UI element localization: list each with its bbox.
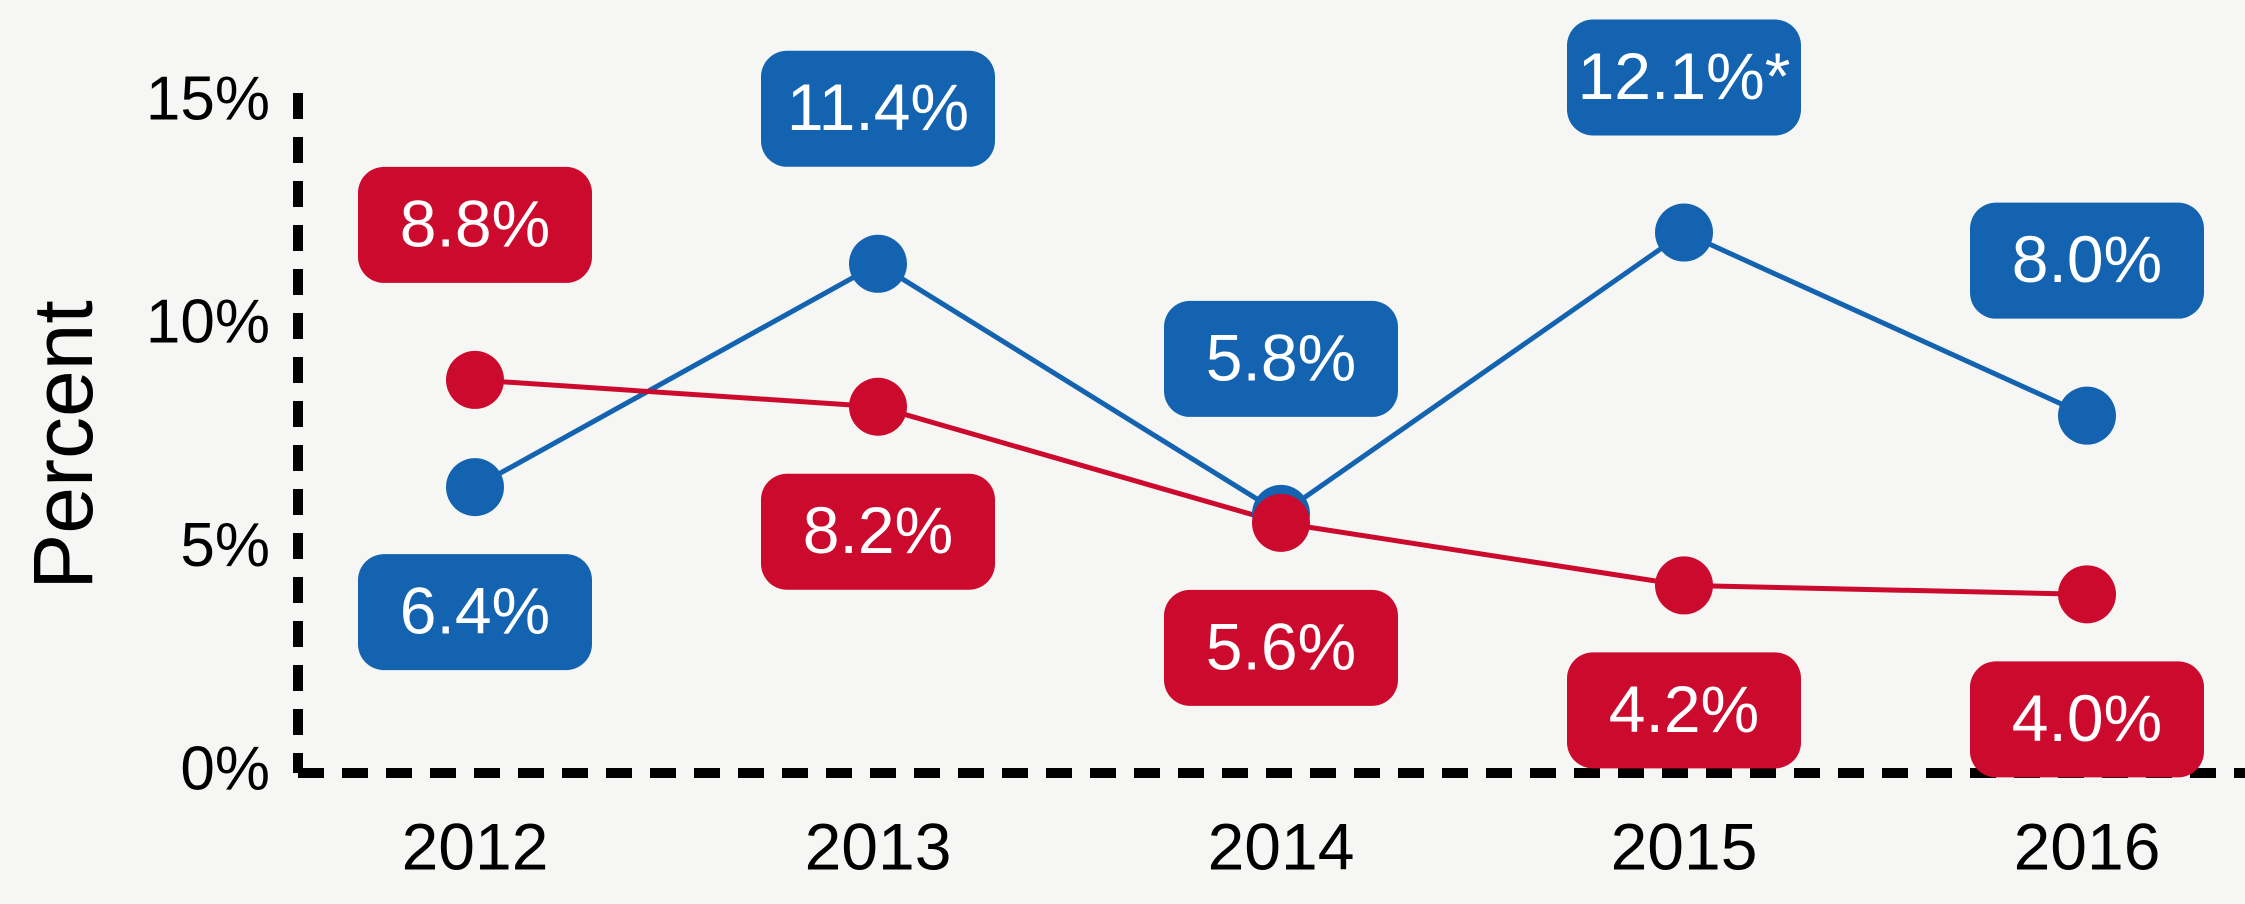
value-label: 11.4% [761,50,995,167]
x-tick-label: 2015 [1611,809,1758,883]
x-tick-label: 2014 [1208,809,1355,883]
value-label-box [761,50,995,167]
point [849,234,907,293]
value-label-box [1970,661,2204,778]
value-label-text: 8.2% [803,493,953,567]
value-label-box [761,473,995,590]
x-tick-label: 2012 [402,809,549,883]
point [2058,565,2116,624]
point [1655,203,1713,262]
value-label-text: 8.0% [2012,222,2162,296]
point [2058,386,2116,445]
value-label: 8.8% [358,166,592,283]
value-label-box [358,166,592,283]
y-tick-label: 5% [180,511,270,580]
value-label: 8.0% [1970,202,2204,319]
value-label: 8.2% [761,473,995,590]
value-label-box [1970,202,2204,319]
value-label-text: 6.4% [400,574,550,648]
point [849,377,907,436]
point [446,350,504,409]
x-tick-label: 2016 [2014,809,2161,883]
value-label-text: 8.8% [400,186,550,260]
value-label-box [1164,589,1398,706]
x-tick-label: 2013 [805,809,952,883]
value-label: 4.0% [1970,661,2204,778]
value-label-box [1567,652,1801,769]
value-label-text: 4.2% [1609,672,1759,746]
value-label-box [358,554,592,671]
value-label-text: 12.1%* [1578,39,1791,113]
point [446,458,504,517]
point [1655,556,1713,615]
value-label: 5.8% [1164,300,1398,417]
value-label-text: 5.8% [1206,320,1356,394]
value-label: 5.6% [1164,589,1398,706]
y-tick-label: 0% [180,734,270,803]
value-label-text: 4.0% [2012,681,2162,755]
value-label-text: 5.6% [1206,609,1356,683]
value-label-box [1164,300,1398,417]
value-label-text: 11.4% [787,70,969,144]
y-tick-label: 15% [146,64,270,133]
value-label-box [1567,19,1801,136]
y-axis-label: Percent [16,300,110,590]
value-label: 6.4% [358,554,592,671]
value-label: 12.1%* [1567,19,1801,136]
value-label: 4.2% [1567,652,1801,769]
y-tick-label: 10% [146,288,270,357]
point [1252,493,1310,552]
